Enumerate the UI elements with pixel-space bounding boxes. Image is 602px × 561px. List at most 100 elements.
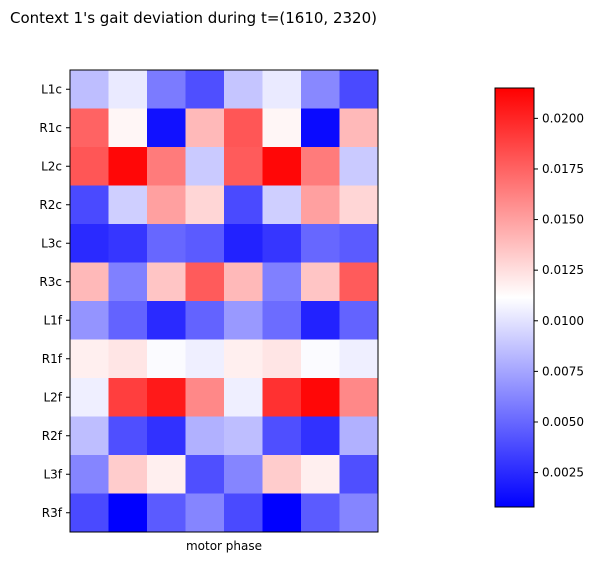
colorbar-tick-label: 0.0025 (542, 466, 584, 480)
colorbar-tick-label: 0.0150 (542, 213, 584, 227)
heatmap-cell (301, 147, 340, 186)
heatmap-cell (339, 70, 379, 109)
heatmap-cell (339, 147, 379, 186)
heatmap-cell (262, 224, 302, 263)
heatmap-cell (224, 224, 263, 263)
heatmap-cell (262, 147, 302, 186)
heatmap-cell (185, 301, 225, 340)
heatmap-cell (147, 301, 186, 340)
heatmap-cell (185, 224, 225, 263)
heatmap-cell (301, 224, 340, 263)
heatmap-cell (147, 108, 186, 148)
heatmap-cell (108, 70, 148, 109)
heatmap-cell (301, 493, 340, 533)
heatmap-cell (301, 416, 340, 456)
heatmap-cell (262, 262, 302, 302)
heatmap-cell (262, 378, 302, 417)
heatmap-cell (301, 301, 340, 340)
heatmap-cell (108, 301, 148, 340)
heatmap-cell (224, 70, 263, 109)
heatmap-cell (185, 185, 225, 225)
heatmap-cell (339, 339, 379, 379)
heatmap-cell (185, 147, 225, 186)
heatmap-cell (262, 455, 302, 494)
heatmap-cell (262, 108, 302, 148)
heatmap-cell (108, 108, 148, 148)
heatmap-cell (224, 416, 263, 456)
heatmap-cell (301, 455, 340, 494)
heatmap-cell (339, 301, 379, 340)
colorbar-tick-label: 0.0125 (542, 263, 584, 277)
row-tick-label: R3f (42, 506, 63, 520)
colorbar-tick-label: 0.0050 (542, 415, 584, 429)
heatmap-cell (185, 378, 225, 417)
heatmap-cell (70, 224, 109, 263)
heatmap-cell (147, 147, 186, 186)
colorbar-ticks: 0.0025 0.0050 0.0075 0.0100 0.0125 0.0150 0.01… (534, 111, 584, 480)
row-tick-label: R2c (39, 198, 62, 212)
x-axis-label: motor phase (186, 539, 262, 553)
heatmap-cells (70, 70, 379, 533)
heatmap-cell (339, 493, 379, 533)
heatmap-cell (70, 147, 109, 186)
heatmap-cell (147, 493, 186, 533)
heatmap-cell (339, 185, 379, 225)
colorbar-tick-label: 0.0200 (542, 111, 584, 125)
heatmap-cell (224, 262, 263, 302)
heatmap-cell (262, 416, 302, 456)
heatmap-cell (147, 70, 186, 109)
heatmap-cell (108, 224, 148, 263)
heatmap-cell (224, 185, 263, 225)
heatmap-cell (301, 185, 340, 225)
row-tick-label: R2f (42, 429, 63, 443)
heatmap-cell (108, 339, 148, 379)
heatmap-cell (301, 339, 340, 379)
heatmap-cell (339, 262, 379, 302)
colorbar-tick-label: 0.0075 (542, 364, 584, 378)
row-tick-label: L2f (43, 390, 62, 404)
heatmap-cell (262, 301, 302, 340)
heatmap-cell (108, 378, 148, 417)
heatmap-cell (70, 378, 109, 417)
row-tick-label: R1c (39, 121, 62, 135)
heatmap-cell (70, 108, 109, 148)
heatmap-cell (301, 378, 340, 417)
heatmap-cell (301, 70, 340, 109)
chart-title: Context 1's gait deviation during t=(161… (10, 9, 377, 27)
heatmap-cell (262, 185, 302, 225)
heatmap-cell (301, 108, 340, 148)
heatmap-cell (70, 416, 109, 456)
heatmap-cell (224, 108, 263, 148)
heatmap-cell (185, 262, 225, 302)
heatmap-cell (147, 455, 186, 494)
heatmap-cell (108, 416, 148, 456)
row-tick-label: L3f (43, 467, 62, 481)
heatmap-cell (147, 378, 186, 417)
heatmap-cell (262, 493, 302, 533)
heatmap-cell (70, 262, 109, 302)
heatmap-cell (108, 262, 148, 302)
heatmap-cell (185, 416, 225, 456)
heatmap-cell (224, 455, 263, 494)
row-tick-label: R1f (42, 352, 63, 366)
heatmap-cell (70, 70, 109, 109)
heatmap-cell (70, 339, 109, 379)
heatmap-cell (108, 185, 148, 225)
heatmap-cell (301, 262, 340, 302)
heatmap-cell (339, 108, 379, 148)
heatmap-cell (70, 301, 109, 340)
heatmap-cell (108, 455, 148, 494)
heatmap-cell (108, 147, 148, 186)
heatmap-cell (339, 224, 379, 263)
heatmap-cell (262, 339, 302, 379)
plot-frame (69, 69, 379, 533)
row-tick-label: L1c (41, 82, 62, 96)
row-tick-label: R3c (39, 275, 62, 289)
heatmap-cell (108, 493, 148, 533)
heatmap-cell (185, 493, 225, 533)
row-tick-label: L2c (41, 159, 62, 173)
heatmap-cell (185, 70, 225, 109)
colorbar-tick-label: 0.0175 (542, 162, 584, 176)
heatmap-cell (185, 339, 225, 379)
heatmap-cell (185, 108, 225, 148)
